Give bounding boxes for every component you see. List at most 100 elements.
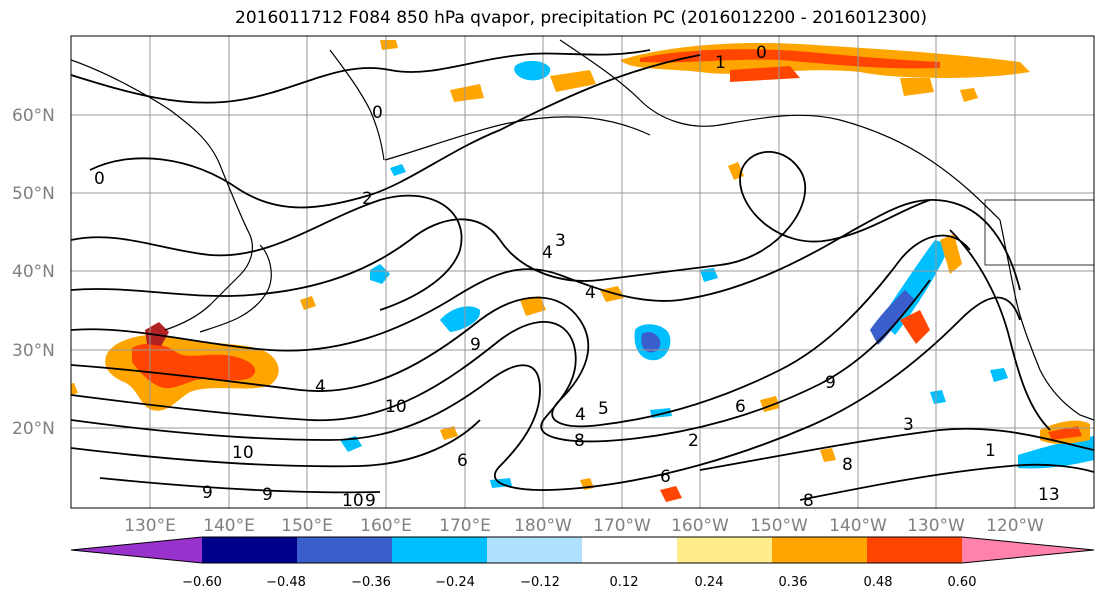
contour-line [71, 279, 931, 443]
lon-label-130w: 130°W [907, 516, 965, 536]
contour-labels: 0 0 0 1 2 3 4 4 4 5 6 6 6 8 8 8 9 9 9 9 … [94, 43, 1060, 511]
contour-line [71, 296, 1021, 491]
precip-band-orange-east [900, 310, 930, 344]
contour-label: 9 [365, 491, 376, 511]
precip-patch-1 [730, 66, 800, 82]
colorbar-segment [677, 537, 773, 563]
contour-label: 6 [660, 467, 671, 487]
precip-band-ne-2 [870, 290, 915, 345]
coastlines [71, 39, 1094, 421]
precip-blob-red [132, 343, 256, 389]
colorbar-segment [487, 537, 583, 563]
contour-label: 4 [585, 283, 596, 303]
contour-line [71, 151, 931, 297]
contour-line [699, 427, 1094, 471]
contour-line [99, 477, 381, 494]
colorbar-tick: 0.36 [779, 575, 808, 590]
precip-small-18 [960, 88, 978, 102]
lon-label-140w: 140°W [829, 516, 887, 536]
colorbar-tick: 0.60 [948, 575, 977, 590]
precip-blue-4 [440, 306, 481, 332]
precip-small-16 [820, 448, 836, 462]
lon-label-120w: 120°W [986, 516, 1044, 536]
precip-blue-2 [641, 332, 661, 353]
contour-label: 3 [555, 231, 566, 251]
contour-label: 9 [202, 483, 213, 503]
contour-label: 10 [342, 491, 364, 511]
lon-label-150e: 150°E [281, 516, 333, 536]
precip-patch-2 [900, 78, 934, 96]
precip-small-1 [370, 264, 390, 284]
contour-label: 8 [803, 491, 814, 511]
contour-label: 10 [385, 397, 407, 417]
precip-small-14 [300, 296, 316, 310]
contour-line [89, 54, 701, 209]
lat-label-30n: 30°N [12, 341, 55, 361]
precip-small-10 [990, 368, 1008, 382]
coast-alaska [559, 39, 1001, 221]
contour-label: 8 [574, 431, 585, 451]
contour-line [949, 229, 1051, 431]
precip-small-15 [440, 426, 458, 440]
colorbar-extend-low [71, 537, 202, 563]
contour-label: 9 [825, 373, 836, 393]
colorbar-tick: −0.48 [266, 575, 306, 590]
precip-small-8 [660, 486, 682, 502]
precip-small-11 [930, 390, 946, 404]
lon-label-160w: 160°W [671, 516, 729, 536]
contour-line [71, 49, 651, 104]
contour-label: 4 [315, 377, 326, 397]
contour-line [799, 463, 1094, 501]
colorbar-segments [70, 536, 1095, 564]
colorbar-ticks: −0.60 −0.48 −0.36 −0.24 −0.12 0.12 0.24 … [182, 575, 976, 590]
precip-band-north-red [640, 49, 940, 69]
contour-line [71, 194, 463, 311]
colorbar-segment [202, 537, 298, 563]
precip-red-se [1048, 426, 1082, 440]
contour-line [71, 419, 481, 468]
lat-label-60n: 60°N [12, 106, 55, 126]
lat-label-50n: 50°N [12, 184, 55, 204]
precip-small-13 [380, 40, 398, 50]
contour-label: 0 [756, 43, 767, 63]
precip-band-orange-east-2 [940, 234, 962, 274]
contour-label: 5 [598, 399, 609, 419]
contour-label: 13 [1038, 485, 1060, 505]
precip-blue-3 [514, 60, 551, 81]
contour-label: 0 [372, 103, 383, 123]
contour-label: 3 [903, 415, 914, 435]
contour-label: 1 [715, 53, 726, 73]
contour-label: 8 [842, 455, 853, 475]
lon-label-180w: 180°W [514, 516, 572, 536]
precip-patch-3 [550, 70, 596, 92]
colorbar-segment [392, 537, 488, 563]
map-title: 2016011712 F084 850 hPa qvapor, precipit… [235, 8, 927, 28]
contour-label: 1 [985, 441, 996, 461]
coast-asia-east [71, 59, 253, 331]
contour-label: 9 [262, 485, 273, 505]
colorbar-outline [70, 536, 1095, 564]
colorbar-tick: −0.60 [182, 575, 222, 590]
lon-label-140e: 140°E [203, 516, 255, 536]
coast-aleutians [384, 116, 651, 161]
contour-label: 4 [542, 243, 553, 263]
precip-blob-darkred [145, 322, 169, 346]
map-frame [70, 35, 1095, 509]
lon-label-130e: 130°E [124, 516, 176, 536]
lon-label-170e: 170°E [439, 516, 491, 536]
colorbar-tick: 0.12 [610, 575, 639, 590]
contour-label: 9 [470, 335, 481, 355]
longitude-labels: 130°E 140°E 150°E 160°E 170°E 180°W 170°… [124, 516, 1044, 536]
contour-label: 0 [94, 169, 105, 189]
contour-label: 4 [575, 405, 586, 425]
contour-label: 2 [362, 189, 373, 209]
coast-northamerica [999, 219, 1094, 421]
colorbar-tick: −0.12 [520, 575, 560, 590]
precip-small-12 [71, 383, 78, 395]
colorbar-segment [582, 537, 678, 563]
colorbar-segment [867, 537, 963, 563]
colorbar-extend-high [962, 537, 1094, 563]
contour-label: 10 [232, 443, 254, 463]
colorbar-segment [297, 537, 393, 563]
